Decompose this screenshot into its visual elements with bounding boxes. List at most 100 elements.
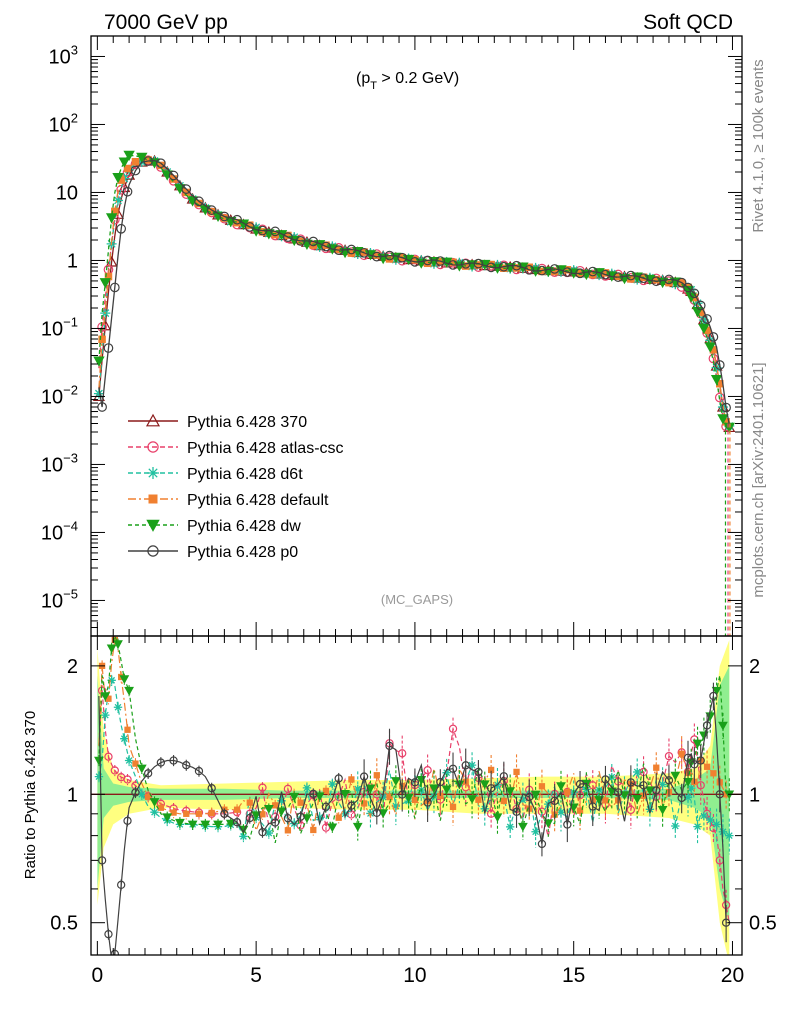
main-point-5-79 [562,267,573,277]
ratio-y-tick-label-left-2: 0.5 [50,913,78,935]
main-point-5-71 [511,260,522,271]
ratio-point-5-23 [207,784,216,793]
legend-label-0: Pythia 6.428 370 [187,414,307,431]
main-point-5-21 [194,196,204,207]
ratio-y-tick-label-left-0: 2 [67,656,78,678]
ratio-point-2-108 [712,820,721,829]
ratio-series-4 [94,636,735,844]
ratio-point-1-61 [448,724,458,733]
legend-item-0: Pythia 6.428 370 [128,413,307,431]
ratio-point-4-64 [467,795,477,804]
main-point-5-69 [498,261,509,272]
main-point-3-71 [512,264,521,272]
main-point-5-45 [346,244,357,255]
ratio-point-5-77 [550,796,559,806]
ratio-point-2-64 [467,760,477,770]
ratio-point-2-36 [290,819,299,828]
ratio-point-1-5 [110,766,119,775]
main-point-5-43 [333,245,344,255]
main-point-3-107 [709,346,718,354]
ratio-y-tick-label-right-1: 1 [749,784,760,806]
ratio-point-5-17 [169,756,178,765]
main-point-3-17 [169,175,178,183]
cut-label: (pT > 0.2 GeV) [356,70,459,92]
ratio-point-5-11 [131,788,140,797]
ratio-point-4-18 [175,818,185,828]
main-point-5-57 [422,255,433,266]
title-left: 7000 GeV pp [104,11,228,34]
ratio-point-3-41 [322,787,330,795]
main-point-3-103 [696,308,705,316]
ratio-point-3-35 [284,827,292,834]
main-point-2-6 [112,195,123,206]
ratio-point-5-49 [372,808,381,818]
ratio-point-5-27 [232,818,242,827]
main-point-5-73 [524,264,535,275]
ratio-point-5-29 [245,813,254,823]
legend-marker-0 [145,413,161,427]
main-point-3-35 [284,231,292,240]
ratio-point-3-55 [411,796,419,804]
main-point-4-106 [704,342,716,353]
ratio-point-4-58 [429,784,439,794]
ratio-point-3-107 [710,770,717,777]
ratio-point-4-88 [619,791,630,800]
ratio-point-2-102 [693,822,702,831]
ratio-point-4-24 [213,820,223,830]
x-tick-label-2: 10 [403,964,426,987]
ratio-point-3-31 [259,811,266,818]
ratio-point-5-69 [499,772,508,781]
ratio-series-5 [97,682,731,955]
ratio-point-2-60 [442,768,451,777]
ratio-point-5-61 [448,764,458,773]
legend-marker-2 [147,467,159,479]
ratio-point-5-79 [563,820,572,829]
ratio-point-3-69 [500,797,507,805]
ratio-point-5-9 [123,816,132,825]
main-point-3-67 [487,260,495,269]
ratio-point-3-17 [170,809,177,816]
ratio-point-4-102 [692,739,703,749]
ratio-point-4-98 [683,777,693,787]
ratio-point-4-60 [441,785,452,795]
ratio-point-5-31 [258,828,267,837]
ratio-point-5-13 [143,769,153,778]
main-point-4-10 [123,150,135,162]
main-point-5-75 [537,265,547,276]
ratio-point-2-4 [107,676,116,685]
ratio-point-2-50 [378,792,388,802]
ratio-point-5-19 [182,761,191,770]
ratio-point-4-48 [365,784,376,794]
ratio-point-1-57 [423,766,432,775]
main-point-3-23 [207,207,216,216]
ratio-point-3-43 [335,814,342,821]
x-tick-label-3: 15 [562,964,585,987]
ratio-point-3-61 [449,803,457,811]
main-y-tick-label-0: 103 [49,42,78,68]
ratio-point-5-37 [296,812,305,821]
ratio-point-3-23 [208,809,215,817]
legend-item-2: Pythia 6.428 d6t [128,466,303,483]
main-point-5-7 [116,223,127,234]
main-point-3-85 [601,269,610,277]
ratio-point-2-28 [239,832,248,841]
analysis-label: (MC_GAPS) [381,592,453,607]
ratio-point-2-2 [101,710,110,720]
ratio-point-5-21 [194,766,204,776]
ratio-point-5-85 [601,775,610,784]
ratio-point-4-94 [657,806,668,815]
ratio-point-3-85 [602,797,609,804]
ratio-point-5-47 [359,772,369,781]
ratio-point-3-111 [722,791,730,798]
legend-item-5: Pythia 6.428 p0 [128,544,298,561]
main-point-5-63 [460,258,471,269]
legend-marker-3 [148,494,158,504]
ratio-point-5-53 [398,790,407,799]
ratio-point-4-8 [119,675,130,685]
ratio-point-3-5 [111,636,118,644]
ratio-point-3-71 [513,768,520,776]
main-point-5-27 [232,214,242,225]
main-point-5-65 [473,258,484,269]
ratio-point-5-15 [156,758,166,767]
main-point-4-6 [112,173,124,184]
